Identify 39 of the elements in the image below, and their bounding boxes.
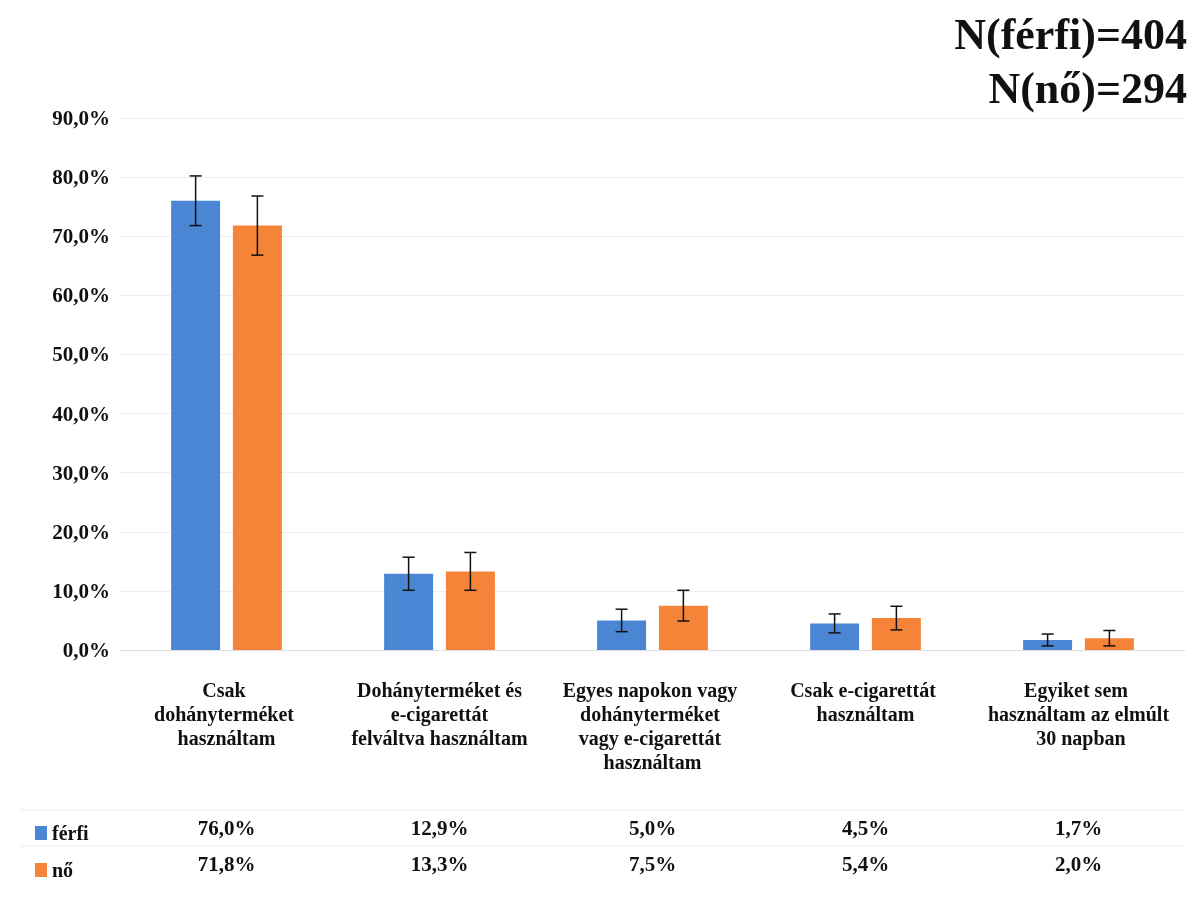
y-tick-label: 60,0% bbox=[52, 283, 110, 308]
data-label: 5,0% bbox=[628, 816, 677, 840]
bar bbox=[658, 605, 708, 650]
data-label: 12,9% bbox=[410, 816, 469, 840]
bar bbox=[384, 573, 434, 650]
y-tick-label: 0,0% bbox=[62, 638, 110, 662]
x-tick-label: Csak e-cigarettát használtam bbox=[790, 679, 941, 725]
data-label: 71,8% bbox=[197, 852, 256, 876]
text: N(nő)=294 bbox=[988, 63, 1187, 113]
data-label: 4,5% bbox=[841, 816, 890, 840]
bar bbox=[445, 571, 495, 650]
bar bbox=[597, 620, 647, 650]
data-label: 2,0% bbox=[1054, 852, 1103, 876]
data-label: 7,5% bbox=[628, 852, 677, 876]
y-tick-label: 80,0% bbox=[52, 165, 110, 190]
legend-label: férfi bbox=[52, 822, 90, 844]
data-label: 76,0% bbox=[197, 816, 256, 840]
bar bbox=[232, 225, 282, 650]
text: N(férfi)=404 bbox=[954, 9, 1188, 59]
bar bbox=[1023, 639, 1073, 650]
y-tick-label: 20,0% bbox=[52, 519, 110, 544]
bar bbox=[871, 618, 921, 650]
data-label: 1,7% bbox=[1054, 816, 1103, 840]
data-label: 5,4% bbox=[841, 852, 890, 876]
y-tick-label: 30,0% bbox=[52, 460, 110, 485]
data-label: 13,3% bbox=[410, 852, 469, 876]
y-tick-label: 70,0% bbox=[52, 224, 110, 249]
x-tick-label: Csak dohányterméket használtam bbox=[154, 679, 299, 749]
y-tick-label: 90,0% bbox=[52, 106, 110, 130]
x-tick-label: Egyiket sem használtam az elmúlt 30 napban bbox=[987, 679, 1170, 750]
y-tick-label: 40,0% bbox=[52, 401, 110, 426]
bar bbox=[1084, 638, 1134, 650]
legend-label: nő bbox=[52, 859, 74, 881]
y-tick-label: 10,0% bbox=[52, 578, 110, 603]
y-tick-label: 50,0% bbox=[52, 342, 110, 367]
bar bbox=[810, 623, 860, 650]
x-tick-label: Egyes napokon vagy dohányterméket vagy e-cigarettát használtam bbox=[562, 679, 743, 773]
x-tick-label: Dohányterméket és e-cigarettát felváltva használtam bbox=[351, 679, 528, 749]
bar bbox=[171, 200, 221, 650]
